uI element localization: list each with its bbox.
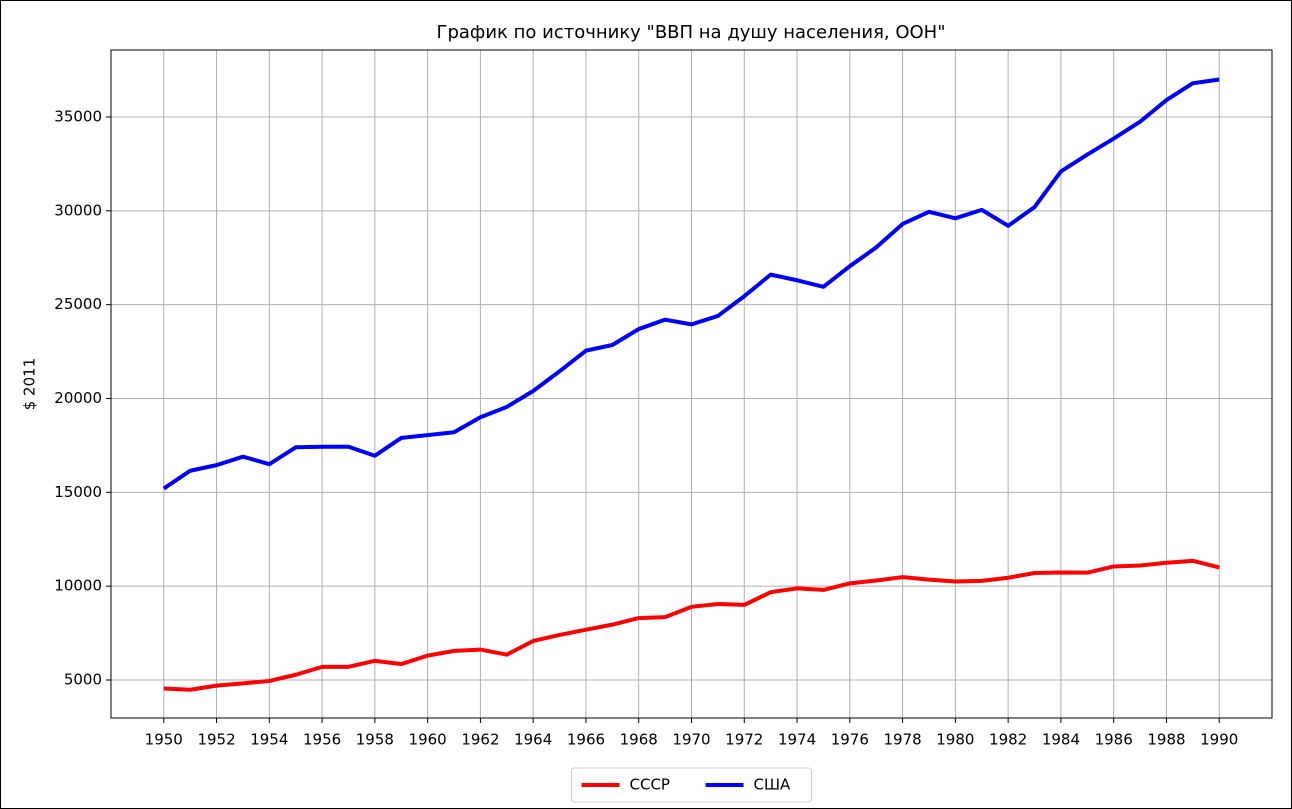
x-tick-label: 1986	[1095, 731, 1133, 749]
x-tick-label: 1968	[620, 731, 658, 749]
chart-title: График по источнику "ВВП на душу населен…	[437, 22, 946, 43]
x-tick-label: 1978	[883, 731, 921, 749]
y-axis-label: $ 2011	[21, 358, 39, 411]
legend-label: США	[754, 776, 792, 794]
x-tick-label: 1984	[1042, 731, 1080, 749]
x-tick-label: 1982	[989, 731, 1027, 749]
x-tick-label: 1990	[1200, 731, 1238, 749]
y-tick-label: 10000	[54, 577, 102, 595]
x-tick-label: 1964	[514, 731, 552, 749]
legend-box	[571, 767, 812, 803]
y-tick-label: 15000	[54, 483, 102, 501]
plot-frame	[110, 49, 1273, 719]
x-tick-label: 1958	[356, 731, 394, 749]
x-tick-label: 1960	[409, 731, 447, 749]
x-tick-label: 1988	[1147, 731, 1185, 749]
y-tick-label: 25000	[54, 295, 102, 313]
x-tick-label: 1980	[936, 731, 974, 749]
legend-label: СССР	[630, 776, 670, 794]
x-tick-label: 1972	[725, 731, 763, 749]
x-tick-label: 1954	[250, 731, 288, 749]
x-tick-label: 1952	[197, 731, 235, 749]
x-tick-label: 1956	[303, 731, 341, 749]
x-tick-label: 1974	[778, 731, 816, 749]
series-line	[162, 77, 1220, 491]
x-tick-label: 1962	[461, 731, 499, 749]
x-tick-label: 1966	[567, 731, 605, 749]
x-tick-label: 1976	[831, 731, 869, 749]
y-tick-label: 5000	[64, 670, 102, 688]
y-tick-label: 30000	[54, 201, 102, 219]
y-tick-label: 35000	[54, 107, 102, 125]
x-tick-label: 1950	[145, 731, 183, 749]
x-tick-label: 1970	[672, 731, 710, 749]
y-tick-label: 20000	[54, 389, 102, 407]
series-line	[163, 558, 1220, 692]
